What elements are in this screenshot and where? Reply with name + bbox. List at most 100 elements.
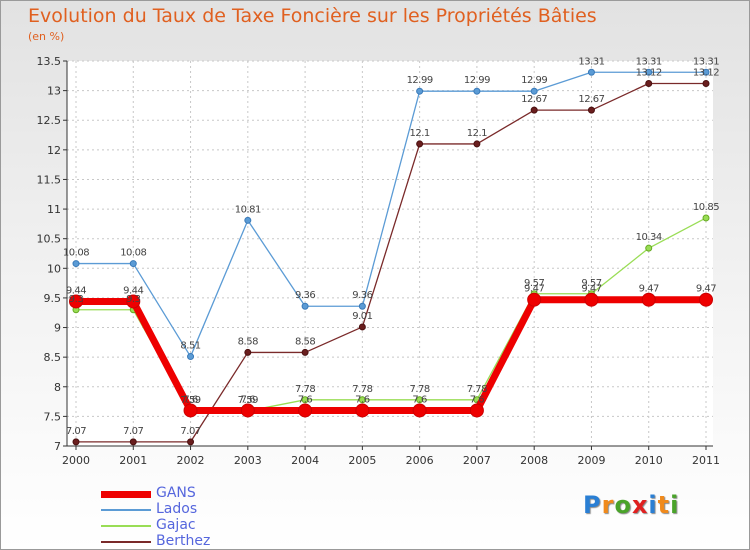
legend-swatch-berthez — [101, 541, 151, 543]
data-point-lados — [416, 87, 424, 95]
data-label-berthez: 7.07 — [180, 426, 200, 437]
data-label-berthez: 12.1 — [467, 128, 487, 139]
data-point-berthez — [244, 348, 252, 356]
data-point-lados — [187, 353, 195, 361]
y-tick-label: 7 — [54, 440, 61, 453]
data-point-lados — [358, 302, 366, 310]
data-label-gans: 9.47 — [581, 284, 601, 295]
data-label-berthez: 9.01 — [352, 311, 372, 322]
data-label-lados: 9.36 — [295, 290, 315, 301]
data-label-gajac: 7.78 — [410, 384, 430, 395]
data-label-gajac: 7.78 — [352, 384, 372, 395]
y-tick-label: 13 — [47, 85, 61, 98]
data-label-lados: 13.31 — [636, 56, 662, 67]
data-point-lados — [587, 68, 595, 76]
legend-item-gajac: Gajac — [101, 517, 261, 534]
legend-item-berthez: Berthez — [101, 533, 261, 549]
logo-letter: i — [670, 491, 680, 519]
data-label-gajac: 7.78 — [295, 384, 315, 395]
data-point-berthez — [473, 140, 481, 148]
data-point-lados — [530, 87, 538, 95]
x-tick-label: 2004 — [291, 454, 319, 467]
logo-letter: r — [601, 491, 615, 519]
data-label-lados: 10.08 — [63, 248, 89, 259]
data-label-lados: 13.31 — [578, 56, 604, 67]
x-tick-label: 2006 — [406, 454, 434, 467]
data-label-lados: 12.99 — [521, 75, 547, 86]
data-label-berthez: 13.12 — [693, 68, 719, 79]
legend: GANS Lados Gajac Berthez — [101, 485, 261, 549]
grid-layer — [67, 60, 713, 447]
data-point-gans — [298, 403, 313, 418]
data-label-berthez: 7.07 — [123, 426, 143, 437]
y-tick-label: 8 — [54, 381, 61, 394]
chart-title: Evolution du Taux de Taxe Foncière sur l… — [28, 5, 597, 27]
legend-label-lados: Lados — [156, 501, 198, 517]
data-label-gajac: 9.57 — [581, 278, 601, 289]
data-point-berthez — [72, 438, 80, 446]
series-line-lados — [76, 71, 706, 358]
data-point-gans — [527, 292, 542, 307]
y-tick-label: 13.5 — [37, 55, 62, 68]
y-tick-label: 7.5 — [44, 410, 62, 423]
data-label-gajac: 7.59 — [180, 395, 200, 406]
data-label-lados: 13.31 — [693, 56, 719, 67]
data-label-gajac: 9.3 — [126, 294, 141, 305]
y-tick-label: 9.5 — [44, 292, 62, 305]
data-label-gans: 9.47 — [696, 284, 716, 295]
x-tick-label: 2010 — [635, 454, 663, 467]
data-point-gajac — [416, 396, 424, 404]
legend-item-gans: GANS — [101, 485, 261, 502]
data-label-gajac: 9.57 — [524, 278, 544, 289]
data-point-berthez — [301, 348, 309, 356]
data-label-gajac: 9.3 — [69, 294, 84, 305]
legend-label-gans: GANS — [156, 485, 196, 501]
data-point-gajac — [358, 396, 366, 404]
series-line-berthez — [76, 82, 706, 443]
data-point-gans — [240, 403, 255, 418]
y-tick-label: 11.5 — [37, 173, 62, 186]
axis-layer: 7 7.5 8 8.5 9 9.5 10 10.5 11 11.5 12 12.5 13 13.5 2000… — [37, 55, 721, 467]
data-label-berthez: 7.07 — [66, 426, 86, 437]
data-label-gans: 7.6 — [298, 394, 313, 405]
data-point-berthez — [702, 80, 710, 88]
data-label-layer: 10.08 10.08 8.51 10.81 9.36 9.36 12.99 12.99 12.… — [63, 56, 720, 437]
data-label-gans: 9.44 — [123, 285, 143, 296]
y-tick-label: 10 — [47, 262, 61, 275]
data-point-lados — [129, 260, 137, 268]
y-tick-label: 8.5 — [44, 351, 62, 364]
x-tick-label: 2011 — [692, 454, 720, 467]
x-tick-label: 2001 — [119, 454, 147, 467]
data-point-gans — [699, 292, 713, 307]
data-label-gans: 7.6 — [355, 394, 370, 405]
data-point-gans — [469, 403, 484, 418]
data-label-gans: 7.6 — [183, 394, 198, 405]
data-label-gans: 9.47 — [639, 284, 659, 295]
x-tick-label: 2003 — [234, 454, 262, 467]
data-point-berthez — [416, 140, 424, 148]
legend-label-berthez: Berthez — [156, 533, 211, 549]
x-tick-label: 2002 — [177, 454, 205, 467]
data-label-lados: 10.81 — [235, 204, 261, 215]
logo-letter: t — [657, 491, 671, 519]
data-label-gans: 7.6 — [412, 394, 427, 405]
data-label-gans: 9.47 — [524, 284, 544, 295]
data-point-gans — [412, 403, 427, 418]
data-label-lados: 10.08 — [120, 248, 146, 259]
data-label-gajac: 7.59 — [238, 395, 258, 406]
proxiti-logo: Proxiti — [583, 491, 679, 519]
x-tick-label: 2000 — [62, 454, 90, 467]
data-point-gans — [183, 403, 198, 418]
data-label-berthez: 12.67 — [521, 94, 547, 105]
plot-area — [67, 61, 713, 446]
data-label-lados: 9.36 — [352, 290, 372, 301]
y-tick-label: 10.5 — [37, 233, 62, 246]
logo-letter: o — [614, 491, 632, 519]
data-point-berthez — [129, 438, 137, 446]
series-layer — [69, 68, 713, 446]
data-label-berthez: 8.58 — [295, 336, 315, 347]
legend-swatch-gans — [101, 490, 151, 498]
legend-item-lados: Lados — [101, 501, 261, 518]
data-label-lados: 12.99 — [464, 75, 490, 86]
